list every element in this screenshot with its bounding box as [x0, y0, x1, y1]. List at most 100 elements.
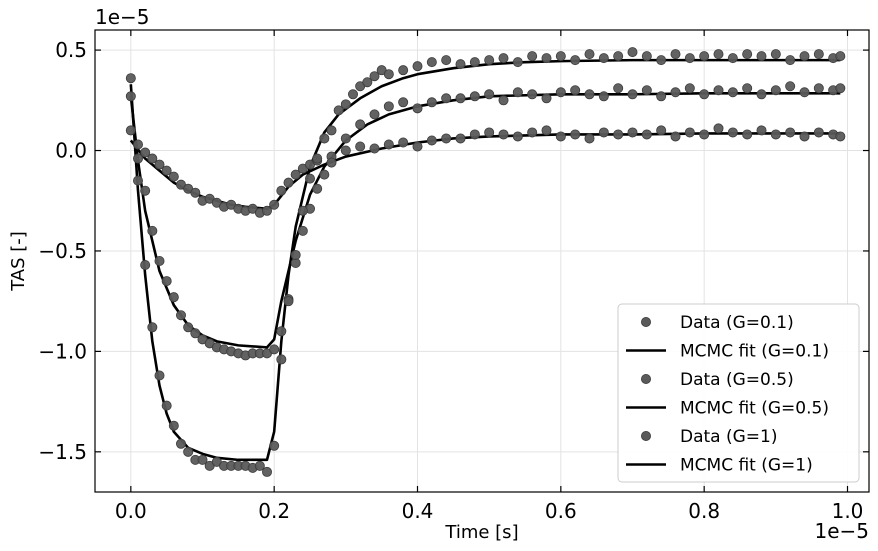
data-point-data-g-0-5: [727, 87, 738, 98]
data-point-data-g-0-1: [340, 145, 351, 156]
x-axis-title: Time [s]: [444, 522, 518, 543]
data-point-data-g-0-5: [326, 157, 337, 168]
y-tick-label: 0.5: [55, 38, 87, 62]
data-point-data-g-0-5: [656, 91, 667, 102]
data-point-data-g-0-1: [469, 129, 480, 140]
data-point-data-g-0-5: [455, 93, 466, 104]
data-point-data-g-1: [512, 57, 523, 68]
data-point-data-g-1: [613, 51, 624, 62]
data-point-data-g-0-1: [512, 131, 523, 142]
legend-label: Data (G=0.5): [680, 370, 794, 390]
data-point-data-g-1: [340, 99, 351, 110]
x-tick-label: 0.6: [545, 499, 577, 523]
data-point-data-g-0-1: [441, 133, 452, 144]
legend: Data (G=0.1) MCMC fit (G=0.1) Data (G=0.5)…: [617, 303, 860, 483]
data-point-data-g-0-1: [727, 127, 738, 138]
legend-marker-swatch: [641, 430, 652, 441]
data-point-data-g-1: [312, 153, 323, 164]
data-point-data-g-0-5: [555, 87, 566, 98]
x-tick-label: 0.2: [258, 499, 290, 523]
data-point-data-g-0-1: [527, 127, 538, 138]
data-point-data-g-1: [770, 49, 781, 60]
data-point-data-g-0-5: [147, 225, 158, 236]
data-point-data-g-0-1: [140, 147, 151, 158]
data-point-data-g-1: [304, 173, 315, 184]
x-offset-label: 1e−5: [814, 519, 869, 543]
data-point-data-g-0-1: [627, 127, 638, 138]
data-point-data-g-0-5: [641, 85, 652, 96]
data-point-data-g-0-5: [835, 83, 846, 94]
y-tick-label: −0.5: [38, 239, 87, 263]
data-point-data-g-0-1: [269, 199, 280, 210]
data-point-data-g-1: [261, 466, 272, 477]
data-point-data-g-0-1: [742, 129, 753, 140]
data-point-data-g-0-1: [813, 127, 824, 138]
data-point-data-g-0-5: [398, 97, 409, 108]
data-point-data-g-0-5: [412, 103, 423, 114]
data-point-data-g-1: [369, 71, 380, 82]
data-point-data-g-0-1: [835, 131, 846, 142]
data-point-data-g-0-1: [541, 125, 552, 136]
data-point-data-g-0-1: [125, 125, 136, 136]
data-point-data-g-1: [132, 175, 143, 186]
data-point-data-g-1: [835, 51, 846, 62]
data-point-data-g-1: [527, 51, 538, 62]
y-tick-label: −1.0: [38, 339, 87, 363]
data-point-data-g-1: [641, 51, 652, 62]
data-point-data-g-1: [498, 53, 509, 64]
x-tick-label: 0.0: [115, 499, 147, 523]
data-point-data-g-0-5: [512, 87, 523, 98]
data-point-data-g-0-1: [369, 143, 380, 154]
data-point-data-g-1: [140, 260, 151, 271]
data-point-data-g-0-5: [469, 91, 480, 102]
data-point-data-g-1: [555, 51, 566, 62]
data-point-data-g-0-5: [168, 292, 179, 303]
data-point-data-g-0-5: [312, 183, 323, 194]
data-point-data-g-1: [584, 49, 595, 60]
data-point-data-g-0-1: [756, 125, 767, 136]
data-point-data-g-0-5: [484, 89, 495, 100]
data-point-data-g-1: [469, 57, 480, 68]
data-point-data-g-0-5: [598, 91, 609, 102]
data-point-data-g-0-1: [398, 137, 409, 148]
data-point-data-g-1: [362, 77, 373, 88]
data-point-data-g-1: [412, 61, 423, 72]
data-point-data-g-1: [269, 440, 280, 451]
legend-label: Data (G=1): [680, 427, 778, 447]
data-point-data-g-0-1: [498, 129, 509, 140]
data-point-data-g-1: [161, 400, 172, 411]
data-point-data-g-1: [799, 51, 810, 62]
x-tick-label: 0.4: [402, 499, 434, 523]
data-point-data-g-1: [197, 454, 208, 465]
data-point-data-g-1: [297, 205, 308, 216]
data-point-data-g-1: [727, 53, 738, 64]
data-point-data-g-0-5: [319, 169, 330, 180]
data-point-data-g-1: [168, 420, 179, 431]
data-point-data-g-0-5: [584, 89, 595, 100]
x-tick-label: 0.8: [688, 499, 720, 523]
data-point-data-g-1: [125, 73, 136, 84]
legend-label: MCMC fit (G=1): [680, 456, 813, 476]
data-point-data-g-0-1: [584, 133, 595, 144]
data-point-data-g-0-5: [742, 83, 753, 94]
data-point-data-g-0-5: [785, 81, 796, 92]
data-point-data-g-1: [426, 57, 437, 68]
data-point-data-g-0-5: [627, 89, 638, 100]
data-point-data-g-0-1: [670, 131, 681, 142]
data-point-data-g-0-1: [684, 127, 695, 138]
data-point-data-g-0-1: [190, 187, 201, 198]
data-point-data-g-0-1: [699, 129, 710, 140]
data-point-data-g-1: [383, 69, 394, 80]
data-point-data-g-0-1: [154, 159, 165, 170]
data-point-data-g-0-1: [598, 127, 609, 138]
data-point-data-g-1: [813, 49, 824, 60]
data-point-data-g-0-1: [570, 129, 581, 140]
data-point-data-g-0-1: [426, 135, 437, 146]
y-offset-label: 1e−5: [95, 5, 150, 29]
data-point-data-g-0-1: [383, 139, 394, 150]
data-point-data-g-1: [570, 55, 581, 66]
data-point-data-g-1: [347, 89, 358, 100]
data-point-data-g-1: [713, 49, 724, 60]
data-point-data-g-0-5: [132, 153, 143, 164]
